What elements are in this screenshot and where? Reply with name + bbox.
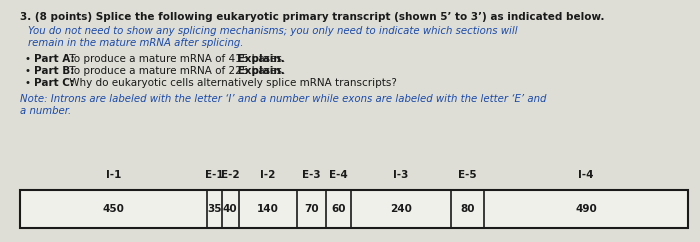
Text: I-1: I-1 <box>106 170 121 180</box>
Text: E-3: E-3 <box>302 170 321 180</box>
Text: I-2: I-2 <box>260 170 275 180</box>
Text: E-5: E-5 <box>458 170 477 180</box>
Text: •: • <box>24 78 30 88</box>
Text: remain in the mature mRNA after splicing.: remain in the mature mRNA after splicing… <box>28 38 244 48</box>
Text: E-1: E-1 <box>205 170 224 180</box>
Text: E-4: E-4 <box>329 170 348 180</box>
Bar <box>20 190 688 228</box>
Text: E-2: E-2 <box>221 170 239 180</box>
Text: Part A:: Part A: <box>34 54 75 64</box>
Text: 60: 60 <box>331 204 346 214</box>
Text: Part C:: Part C: <box>34 78 74 88</box>
Text: Part B:: Part B: <box>34 66 74 76</box>
Text: a number.: a number. <box>20 106 71 116</box>
Text: •: • <box>24 66 30 76</box>
Text: To produce a mature mRNA of 225 bases.: To produce a mature mRNA of 225 bases. <box>66 66 286 76</box>
Text: 450: 450 <box>103 204 125 214</box>
Text: I-3: I-3 <box>393 170 409 180</box>
Text: 80: 80 <box>460 204 475 214</box>
Text: 240: 240 <box>390 204 412 214</box>
Text: Note: Introns are labeled with the letter ‘I’ and a number while exons are label: Note: Introns are labeled with the lette… <box>20 94 547 104</box>
Text: 35: 35 <box>207 204 222 214</box>
Text: Explain.: Explain. <box>234 54 285 64</box>
Text: To produce a mature mRNA of 415 bases.: To produce a mature mRNA of 415 bases. <box>66 54 286 64</box>
Text: •: • <box>24 54 30 64</box>
Text: Explain.: Explain. <box>234 66 285 76</box>
Text: 40: 40 <box>223 204 237 214</box>
Text: 3. (8 points) Splice the following eukaryotic primary transcript (shown 5’ to 3’: 3. (8 points) Splice the following eukar… <box>20 12 605 22</box>
Text: 140: 140 <box>257 204 279 214</box>
Text: I-4: I-4 <box>578 170 594 180</box>
Text: You do not need to show any splicing mechanisms; you only need to indicate which: You do not need to show any splicing mec… <box>28 26 517 36</box>
Text: 490: 490 <box>575 204 597 214</box>
Text: 70: 70 <box>304 204 318 214</box>
Text: Why do eukaryotic cells alternatively splice mRNA transcripts?: Why do eukaryotic cells alternatively sp… <box>66 78 397 88</box>
